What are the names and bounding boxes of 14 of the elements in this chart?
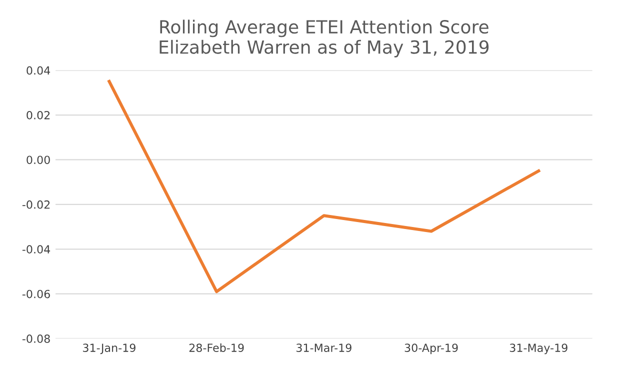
x-tick-label: 31-Jan-19 xyxy=(83,344,136,354)
y-tick-label: -0.02 xyxy=(22,200,50,209)
chart-title: Rolling Average ETEI Attention Score Elizabeth Warren as of May 31, 2019 xyxy=(160,20,489,58)
y-tick-label: -0.04 xyxy=(22,245,50,254)
y-tick-label: 0.04 xyxy=(26,66,50,75)
x-tick-label: 30-Apr-19 xyxy=(404,344,458,354)
x-tick-label: 31-May-19 xyxy=(510,344,568,354)
y-tick-label: -0.06 xyxy=(22,290,50,298)
x-tick-label: 28-Feb-19 xyxy=(189,343,244,352)
y-tick-label: 0.00 xyxy=(26,156,50,164)
x-tick-label: 31-Mar-19 xyxy=(296,344,352,352)
y-tick-label: -0.08 xyxy=(22,334,50,343)
y-tick-label: 0.02 xyxy=(26,110,50,120)
line-series xyxy=(108,80,540,294)
